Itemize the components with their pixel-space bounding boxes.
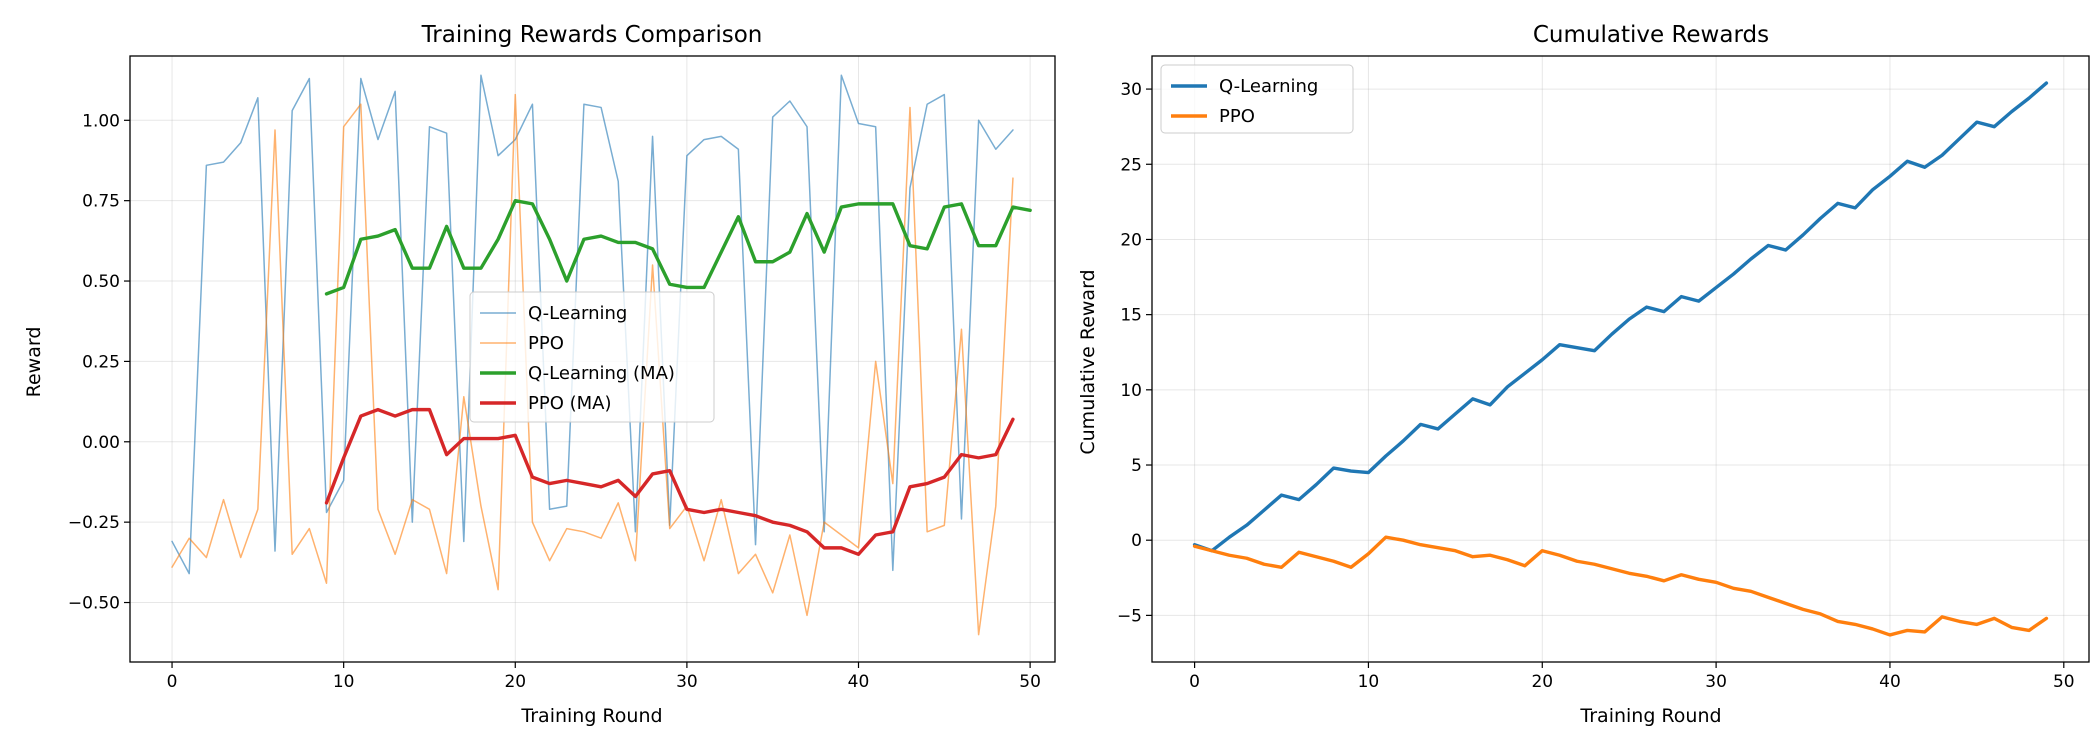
- legend-label: Q-Learning: [1219, 76, 1318, 97]
- cumulative-rewards-chart: Cumulative Rewards Training Round Cumula…: [1077, 22, 2090, 727]
- y-tick-label: 30: [1120, 80, 1142, 100]
- x-tick-label: 0: [167, 672, 178, 692]
- training-rewards-chart: Training Rewards Comparison Training Rou…: [23, 22, 1056, 727]
- y-tick-label: 20: [1120, 230, 1142, 250]
- axes: 0 10 20 30 40 50 −0.50 −0.25 0.00 0.25 0.50 0.75 1.0…: [68, 55, 1056, 692]
- x-tick-label: 50: [1019, 672, 1041, 692]
- legend-label: PPO: [1219, 106, 1255, 127]
- y-tick-label: 10: [1120, 381, 1142, 401]
- x-tick-label: 10: [333, 672, 355, 692]
- series-line-q-learning: [171, 74, 1014, 575]
- y-tick-label: −5: [1117, 606, 1142, 626]
- y-tick-label: 25: [1120, 155, 1142, 175]
- y-axis-label: Reward: [23, 327, 45, 398]
- plot-lines: [171, 74, 1032, 636]
- x-tick-label: 20: [504, 672, 526, 692]
- legend-box: [1160, 64, 1354, 134]
- legend-label: Q-Learning (MA): [528, 363, 675, 384]
- y-tick-label: 5: [1131, 456, 1142, 476]
- y-tick-label: −0.50: [68, 594, 120, 614]
- y-tick-label: −0.25: [68, 513, 120, 533]
- x-tick-label: 40: [1879, 672, 1901, 692]
- x-tick-label: 30: [1705, 672, 1727, 692]
- x-tick-label: 0: [1189, 672, 1200, 692]
- grid: [130, 56, 1055, 662]
- axes-frame: [1151, 55, 2090, 663]
- y-tick-label: 1.00: [82, 111, 120, 131]
- legend-label: PPO: [528, 333, 564, 354]
- series-line-ppo: [171, 93, 1014, 636]
- x-axis-label: Training Round: [520, 705, 662, 727]
- y-tick-label: 0.00: [82, 433, 120, 453]
- y-axis-label: Cumulative Reward: [1077, 269, 1099, 454]
- y-tick-label: 0.50: [82, 272, 120, 292]
- series-line-q-learning-ma: [324, 198, 1032, 296]
- x-tick-label: 50: [2053, 672, 2075, 692]
- y-tick-label: 0.25: [82, 352, 120, 372]
- chart-title: Cumulative Rewards: [1533, 22, 1769, 48]
- series-line-ppo: [1192, 535, 2049, 637]
- chart-title: Training Rewards Comparison: [421, 22, 763, 48]
- plot-lines: [1192, 81, 2049, 637]
- axes: 0 10 20 30 40 50 −5 0 5 10 15 20 25 30: [1117, 55, 2090, 692]
- axes-frame: [129, 55, 1056, 663]
- y-tick-label: 15: [1120, 306, 1142, 326]
- x-axis-label: Training Round: [1579, 705, 1721, 727]
- x-tick-label: 10: [1358, 672, 1380, 692]
- series-line-q-learning: [1192, 81, 2049, 553]
- x-tick-label: 30: [676, 672, 698, 692]
- legend-label: PPO (MA): [528, 393, 612, 414]
- series-line-ppo-ma: [324, 407, 1015, 556]
- x-tick-label: 20: [1531, 672, 1553, 692]
- legend: Q-Learning PPO: [1160, 64, 1354, 134]
- y-tick-label: 0: [1131, 531, 1142, 551]
- y-tick-label: 0.75: [82, 192, 120, 212]
- x-tick-label: 40: [848, 672, 870, 692]
- legend-label: Q-Learning: [528, 303, 627, 324]
- legend: Q-Learning PPO Q-Learning (MA) PPO (MA): [469, 291, 715, 423]
- legend-box: [469, 291, 715, 423]
